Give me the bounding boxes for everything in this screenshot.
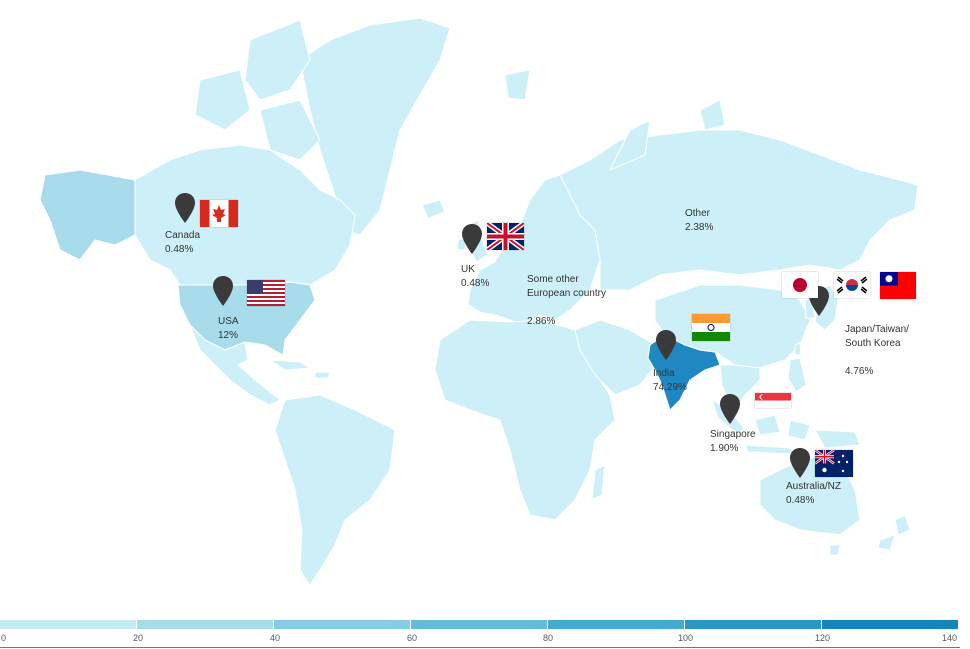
india-location-pin-icon[interactable] [656,330,676,360]
region-label-canada: Canada 0.48% [165,229,200,257]
region-name: Other [685,208,711,219]
caribbean-shape [268,359,331,379]
region-label-other: Other 2.38% [685,207,713,235]
legend-tick: 80 [543,633,554,643]
legend-tick: 100 [678,633,694,643]
region-value: 2.86% [527,316,556,327]
region-label-uk: UK 0.48% [461,263,489,291]
region-label-europe-other: Some other European country 2.86% [527,259,606,343]
region-name: Japan/Taiwan/ South Korea [845,324,909,349]
region-value: 74.29% [653,382,687,393]
canada-flag-icon [200,200,238,227]
legend-tick: 60 [407,633,418,643]
region-label-singapore: Singapore 1.90% [710,428,756,456]
indonesia-shape [711,398,861,455]
legend-tick: 20 [133,633,144,643]
world-map [39,17,919,586]
legend-tick: 0 [1,633,7,643]
region-value: 0.48% [165,244,194,255]
russia-shape [559,129,919,291]
singapore-location-pin-icon[interactable] [720,394,740,424]
asian-arctic-islands-shape [504,69,726,171]
region-name: India [653,368,675,379]
central-america-shape [189,324,281,406]
arctic-islands-shape [194,19,321,161]
region-value: 4.76% [845,366,874,377]
legend-segment [547,620,684,629]
japan-flag-icon [782,272,818,298]
iceland-shape [421,199,446,219]
taiwan-flag-icon [880,272,916,299]
region-value: 2.38% [685,222,714,233]
madagascar-shape [591,464,606,501]
philippines-shape [787,357,807,393]
canada-location-pin-icon[interactable] [175,193,195,223]
legend-baseline [0,647,960,648]
south-america-shape [274,394,396,586]
middle-east-shape [574,319,661,396]
legend-segment [0,620,136,629]
uk-location-pin-icon[interactable] [462,224,482,254]
greenland-shape [299,17,451,236]
region-name: USA [218,316,239,327]
color-scale-legend [0,620,958,629]
region-label-usa: USA 12% [218,315,239,343]
region-value: 1.90% [710,443,739,454]
region-name: Some other European country [527,274,606,299]
region-value: 12% [218,330,239,341]
usa-flag-icon [247,280,285,306]
new-zealand-shape [877,514,911,551]
legend-tick: 120 [815,633,831,643]
australia-shape [759,454,861,556]
region-name: UK [461,264,475,275]
india-flag-icon [692,314,730,341]
legend-segment [273,620,410,629]
region-value: 0.48% [461,278,490,289]
australia-flag-icon [815,450,853,477]
taiwan-shape [794,342,802,356]
singapore-flag-icon [755,393,791,408]
region-label-japan-taiwan-korea: Japan/Taiwan/ South Korea 4.76% [845,309,909,393]
region-name: Singapore [710,429,756,440]
region-name: Australia/NZ [786,481,842,492]
legend-tick: 140 [942,633,958,643]
legend-segment [136,620,273,629]
legend-segment [684,620,821,629]
legend-tick: 40 [270,633,281,643]
region-name: Canada [165,230,201,241]
australia-nz-location-pin-icon[interactable] [790,448,810,478]
alaska-shape [39,169,136,261]
legend-segment [410,620,547,629]
usa-location-pin-icon[interactable] [213,276,233,306]
region-value: 0.48% [786,495,815,506]
region-label-india: India 74.29% [653,367,687,395]
africa-shape [434,319,616,521]
region-label-australia-nz: Australia/NZ 0.48% [786,480,841,508]
canada-shape [134,144,356,286]
south-korea-flag-icon [834,272,870,298]
legend-segment [821,620,958,629]
uk-flag-icon [487,223,524,250]
